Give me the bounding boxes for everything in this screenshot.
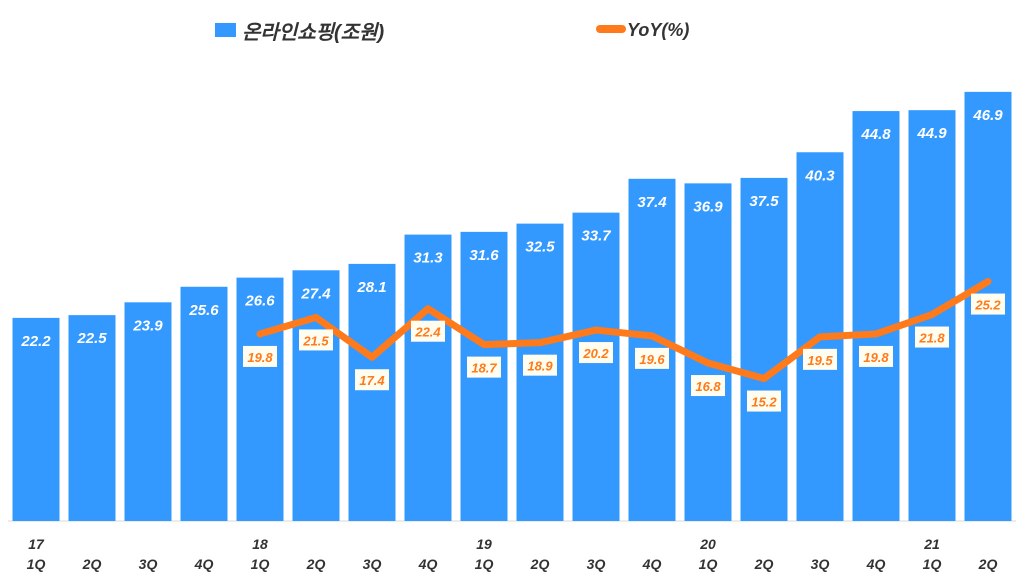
- yoy-value-label: 17.4: [359, 373, 385, 388]
- bar: [236, 277, 284, 521]
- yoy-value-label: 19.5: [807, 353, 833, 368]
- bar: [852, 111, 900, 521]
- yoy-label-box: [747, 390, 781, 412]
- yoy-value-label: 21.5: [302, 333, 329, 348]
- yoy-value-label: 16.8: [695, 379, 721, 394]
- yoy-value-label: 22.4: [414, 325, 441, 340]
- yoy-value-label: 25.2: [974, 298, 1001, 313]
- bar-value-label: 37.5: [749, 193, 779, 210]
- bar: [292, 270, 340, 521]
- legend-swatch-bar: [215, 23, 236, 37]
- bar: [180, 286, 228, 521]
- x-tick-quarter: 2Q: [306, 556, 326, 572]
- yoy-label-box: [691, 375, 725, 397]
- bar-value-label: 44.8: [860, 126, 891, 143]
- yoy-label-box: [299, 329, 333, 351]
- bar-value-label: 22.5: [76, 330, 107, 347]
- yoy-label-box: [859, 345, 893, 367]
- x-tick-year: 21: [923, 536, 940, 552]
- legend-swatch-line: [596, 25, 626, 33]
- x-tick-year: 18: [252, 536, 268, 552]
- x-tick-quarter: 1Q: [27, 556, 46, 572]
- legend-label-bar: 온라인쇼핑(조원): [242, 22, 384, 44]
- bar: [124, 302, 172, 521]
- legend: 온라인쇼핑(조원) YoY(%): [215, 20, 689, 44]
- bar: [740, 177, 788, 521]
- bar-value-label: 23.9: [132, 317, 163, 334]
- x-tick-quarter: 1Q: [251, 556, 270, 572]
- bar-value-label: 26.6: [244, 293, 275, 310]
- yoy-value-label: 18.7: [471, 361, 497, 376]
- x-tick-quarter: 4Q: [194, 556, 214, 572]
- x-tick-quarter: 1Q: [923, 556, 942, 572]
- x-tick-quarter: 4Q: [418, 556, 438, 572]
- legend-label-line: YoY(%): [627, 20, 689, 40]
- x-tick-quarter: 4Q: [866, 556, 886, 572]
- yoy-value-label: 18.9: [527, 359, 553, 374]
- x-tick-quarter: 3Q: [811, 556, 830, 572]
- bar-value-label: 32.5: [525, 239, 555, 256]
- x-tick-quarter: 3Q: [139, 556, 158, 572]
- yoy-value-label: 21.8: [918, 331, 945, 346]
- yoy-value-label: 19.8: [247, 350, 273, 365]
- yoy-label-box: [467, 356, 501, 378]
- x-tick-quarter: 1Q: [475, 556, 494, 572]
- bar-value-label: 40.3: [804, 167, 835, 184]
- x-tick-year: 20: [699, 536, 716, 552]
- yoy-value-label: 19.8: [863, 350, 889, 365]
- bar-value-label: 31.3: [413, 250, 443, 267]
- yoy-label-box: [915, 326, 949, 348]
- bar-value-label: 37.4: [637, 194, 667, 211]
- bar-value-label: 25.6: [188, 302, 219, 319]
- bar: [572, 212, 620, 521]
- x-tick-quarter: 3Q: [587, 556, 606, 572]
- bar-value-label: 33.7: [581, 228, 611, 245]
- yoy-label-box: [243, 345, 277, 367]
- x-tick-quarter: 3Q: [363, 556, 382, 572]
- bar-value-label: 22.2: [20, 333, 51, 350]
- yoy-value-label: 15.2: [751, 395, 777, 410]
- yoy-label-box: [355, 369, 389, 391]
- x-tick-quarter: 4Q: [642, 556, 662, 572]
- x-tick-quarter: 2Q: [530, 556, 550, 572]
- yoy-value-label: 19.6: [639, 352, 665, 367]
- yoy-label-box: [803, 348, 837, 370]
- bar-value-label: 44.9: [916, 125, 947, 142]
- bar: [404, 234, 452, 522]
- x-tick-quarter: 1Q: [699, 556, 718, 572]
- yoy-line: [256, 278, 992, 383]
- yoy-label-box: [523, 354, 557, 376]
- bar: [348, 263, 396, 521]
- bar-value-label: 36.9: [693, 198, 723, 215]
- yoy-label-box: [635, 347, 669, 369]
- bar: [12, 317, 60, 521]
- x-tick-year: 19: [476, 536, 492, 552]
- x-tick-quarter: 2Q: [754, 556, 774, 572]
- yoy-value-label: 20.2: [582, 346, 609, 361]
- x-tick-quarter: 2Q: [82, 556, 102, 572]
- yoy-label-box: [411, 320, 445, 342]
- bar-value-label: 46.9: [972, 107, 1003, 124]
- bar-value-label: 27.4: [300, 285, 331, 302]
- bar-value-label: 31.6: [469, 247, 499, 264]
- bar-value-label: 28.1: [356, 279, 386, 296]
- x-tick-year: 17: [28, 536, 45, 552]
- yoy-label-box: [971, 293, 1005, 315]
- bar: [68, 315, 116, 521]
- x-tick-quarter: 2Q: [978, 556, 998, 572]
- yoy-label-box: [579, 342, 613, 364]
